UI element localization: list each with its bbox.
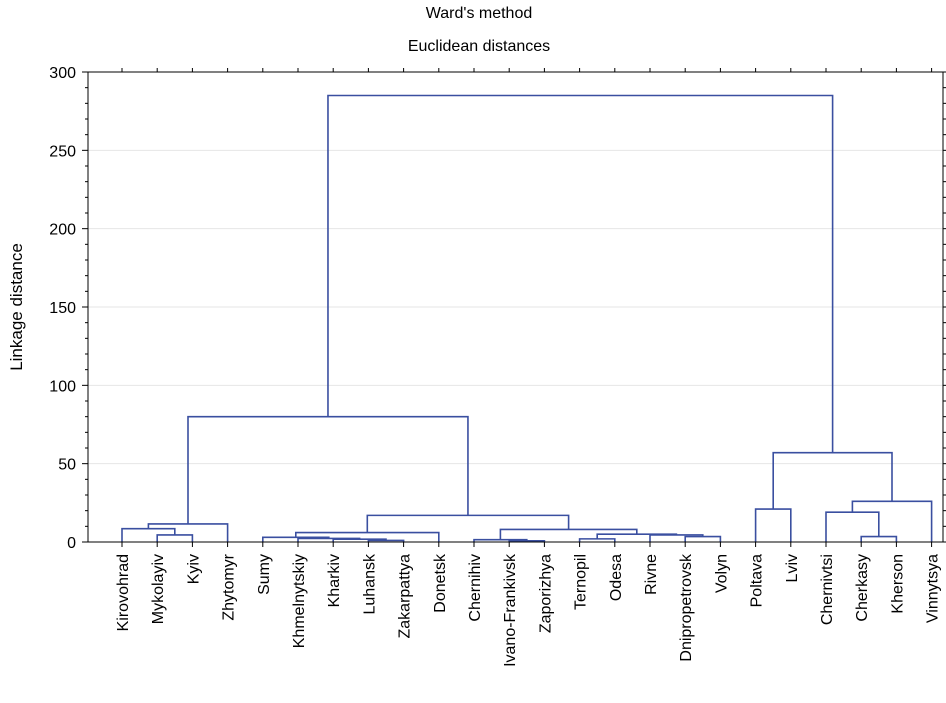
leaf-label: Ternopil (573, 554, 590, 610)
leaf-label: Chernihiv (467, 554, 484, 622)
y-tick-label: 50 (58, 457, 76, 474)
leaf-label: Poltava (749, 554, 766, 607)
dendrogram-link (825, 511, 880, 542)
dendrogram-link (578, 538, 616, 542)
dendrogram-link (156, 534, 194, 542)
leaf-label: Vinnytsya (925, 554, 942, 623)
leaf-label: Mykolayiv (150, 554, 167, 624)
leaf-label: Zaporizhya (537, 554, 554, 633)
dendrogram-link (499, 528, 638, 540)
y-axis-label: Linkage distance (7, 243, 26, 371)
chart-title: Ward's method (426, 5, 533, 22)
dendrogram-link (754, 508, 792, 542)
y-tick-label: 300 (49, 65, 76, 82)
dendrogram-link (860, 535, 898, 542)
dendrogram-link (297, 537, 361, 542)
dendrogram-link (596, 533, 678, 539)
dendrogram-link (366, 514, 570, 533)
leaf-label: Khmelnytskiy (291, 554, 308, 648)
dendrogram-link (508, 539, 546, 542)
leaf-label: Sumy (256, 554, 273, 595)
dendrogram-link (187, 415, 469, 524)
leaf-label: Kharkiv (326, 554, 343, 607)
leaf-label: Ivano-Frankivsk (502, 553, 519, 667)
leaf-label: Dnipropetrovsk (678, 553, 695, 662)
dendrogram-link (851, 500, 933, 542)
chart-subtitle: Euclidean distances (408, 38, 550, 55)
dendrogram-link (147, 523, 229, 542)
leaf-label: Kherson (889, 554, 906, 614)
dendrogram-link (327, 94, 834, 453)
leaf-label: Odesa (608, 554, 625, 601)
leaf-label: Volyn (713, 554, 730, 593)
dendrogram-links (121, 94, 933, 542)
y-tick-label: 0 (67, 535, 76, 552)
y-tick-label: 150 (49, 300, 76, 317)
dendrogram-link (262, 536, 330, 542)
leaf-label: Donetsk (432, 553, 449, 613)
x-axis-ticks: Kirovohrad Mykolayiv Kyiv Zhytomyr Sumy Khmel… (115, 68, 942, 667)
leaf-label: Zhytomyr (221, 553, 238, 620)
leaf-label: Lviv (784, 554, 801, 582)
leaf-label: Rivne (643, 554, 660, 595)
leaf-label: Zakarpattya (397, 554, 414, 639)
y-axis-ticks: 0 50 100 150 200 250 300 (49, 65, 946, 552)
grid-lines (88, 149, 943, 465)
y-tick-label: 100 (49, 378, 76, 395)
y-tick-label: 200 (49, 222, 76, 239)
leaf-label: Chernivtsi (819, 554, 836, 625)
dendrogram-link (684, 535, 722, 542)
leaf-label: Kirovohrad (115, 554, 132, 631)
y-tick-label: 250 (49, 143, 76, 160)
leaf-label: Kyiv (185, 554, 202, 584)
leaf-label: Luhansk (361, 553, 378, 614)
leaf-label: Cherkasy (854, 554, 871, 622)
